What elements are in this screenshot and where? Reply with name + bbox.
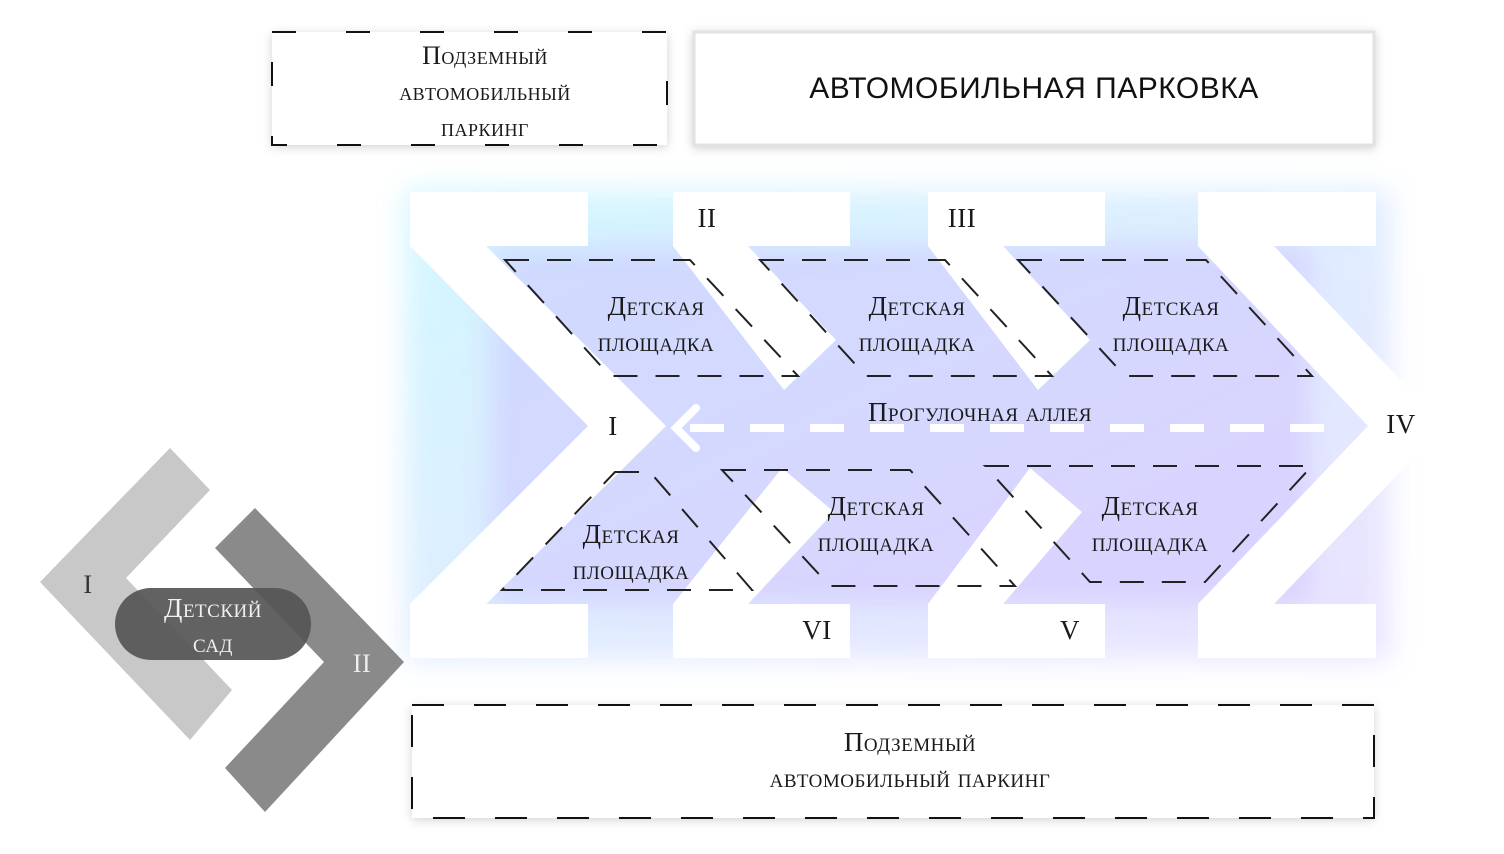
building-VI <box>673 468 850 658</box>
building-VI-label: VI <box>802 615 832 645</box>
bottom-parking-box <box>412 705 1374 818</box>
bottom-parking-line2: автомобильный паркинг <box>769 763 1051 793</box>
playground-line1: Детская <box>1122 291 1220 321</box>
kindergarten-line1: Детский <box>164 593 262 623</box>
playground-line1: Детская <box>607 291 705 321</box>
building-V <box>928 468 1105 658</box>
playground-line2: площадка <box>572 555 690 585</box>
playground-6: Детская площадка <box>1060 488 1240 560</box>
building-IV-label: IV <box>1386 409 1416 439</box>
building-IV <box>1198 192 1444 658</box>
top-parking-label: АВТОМОБИЛЬНАЯ ПАРКОВКА <box>809 71 1259 105</box>
kindergarten-label-bg <box>115 588 311 660</box>
top-parking-box <box>692 30 1376 147</box>
building-V-label: V <box>1060 615 1080 645</box>
building-II-label: II <box>697 203 717 233</box>
playground-outlines <box>499 259 1315 591</box>
bottom-parking-line1: Подземный <box>843 727 977 757</box>
playground-line2: площадка <box>1091 527 1209 557</box>
playground-2: Детская площадка <box>827 288 1007 360</box>
playground-3: Детская площадка <box>1081 288 1261 360</box>
playground-4: Детская площадка <box>541 516 721 588</box>
playground-5: Детская площадка <box>786 488 966 560</box>
building-II <box>673 192 850 390</box>
playground-line2: площадка <box>858 327 976 357</box>
alley-arrow <box>670 404 1338 452</box>
playground-line2: площадка <box>597 327 715 357</box>
top-left-parking-box <box>272 32 667 145</box>
kindergarten-wing-II-label: II <box>352 649 372 678</box>
kindergarten-label: Детский сад <box>115 591 311 661</box>
playground-line1: Детская <box>827 491 925 521</box>
building-III-label: III <box>947 203 977 233</box>
building-I <box>410 192 666 658</box>
playground-line2: площадка <box>817 527 935 557</box>
playground-line1: Детская <box>582 519 680 549</box>
building-I-label: I <box>608 411 618 441</box>
kindergarten-line2: сад <box>193 628 233 658</box>
building-III <box>928 192 1105 390</box>
bottom-parking-label: Подземный автомобильный паркинг <box>412 724 1408 796</box>
kindergarten-wing-II <box>215 508 404 812</box>
playground-1: Детская площадка <box>566 288 746 360</box>
top-left-parking-label: Подземный автомобильный паркинг <box>399 41 571 142</box>
playground-line1: Детская <box>868 291 966 321</box>
playground-line2: площадка <box>1112 327 1230 357</box>
alley-label: Прогулочная аллея <box>868 397 1092 427</box>
kindergarten-wing-I-label: I <box>83 570 93 599</box>
playground-line1: Детская <box>1101 491 1199 521</box>
